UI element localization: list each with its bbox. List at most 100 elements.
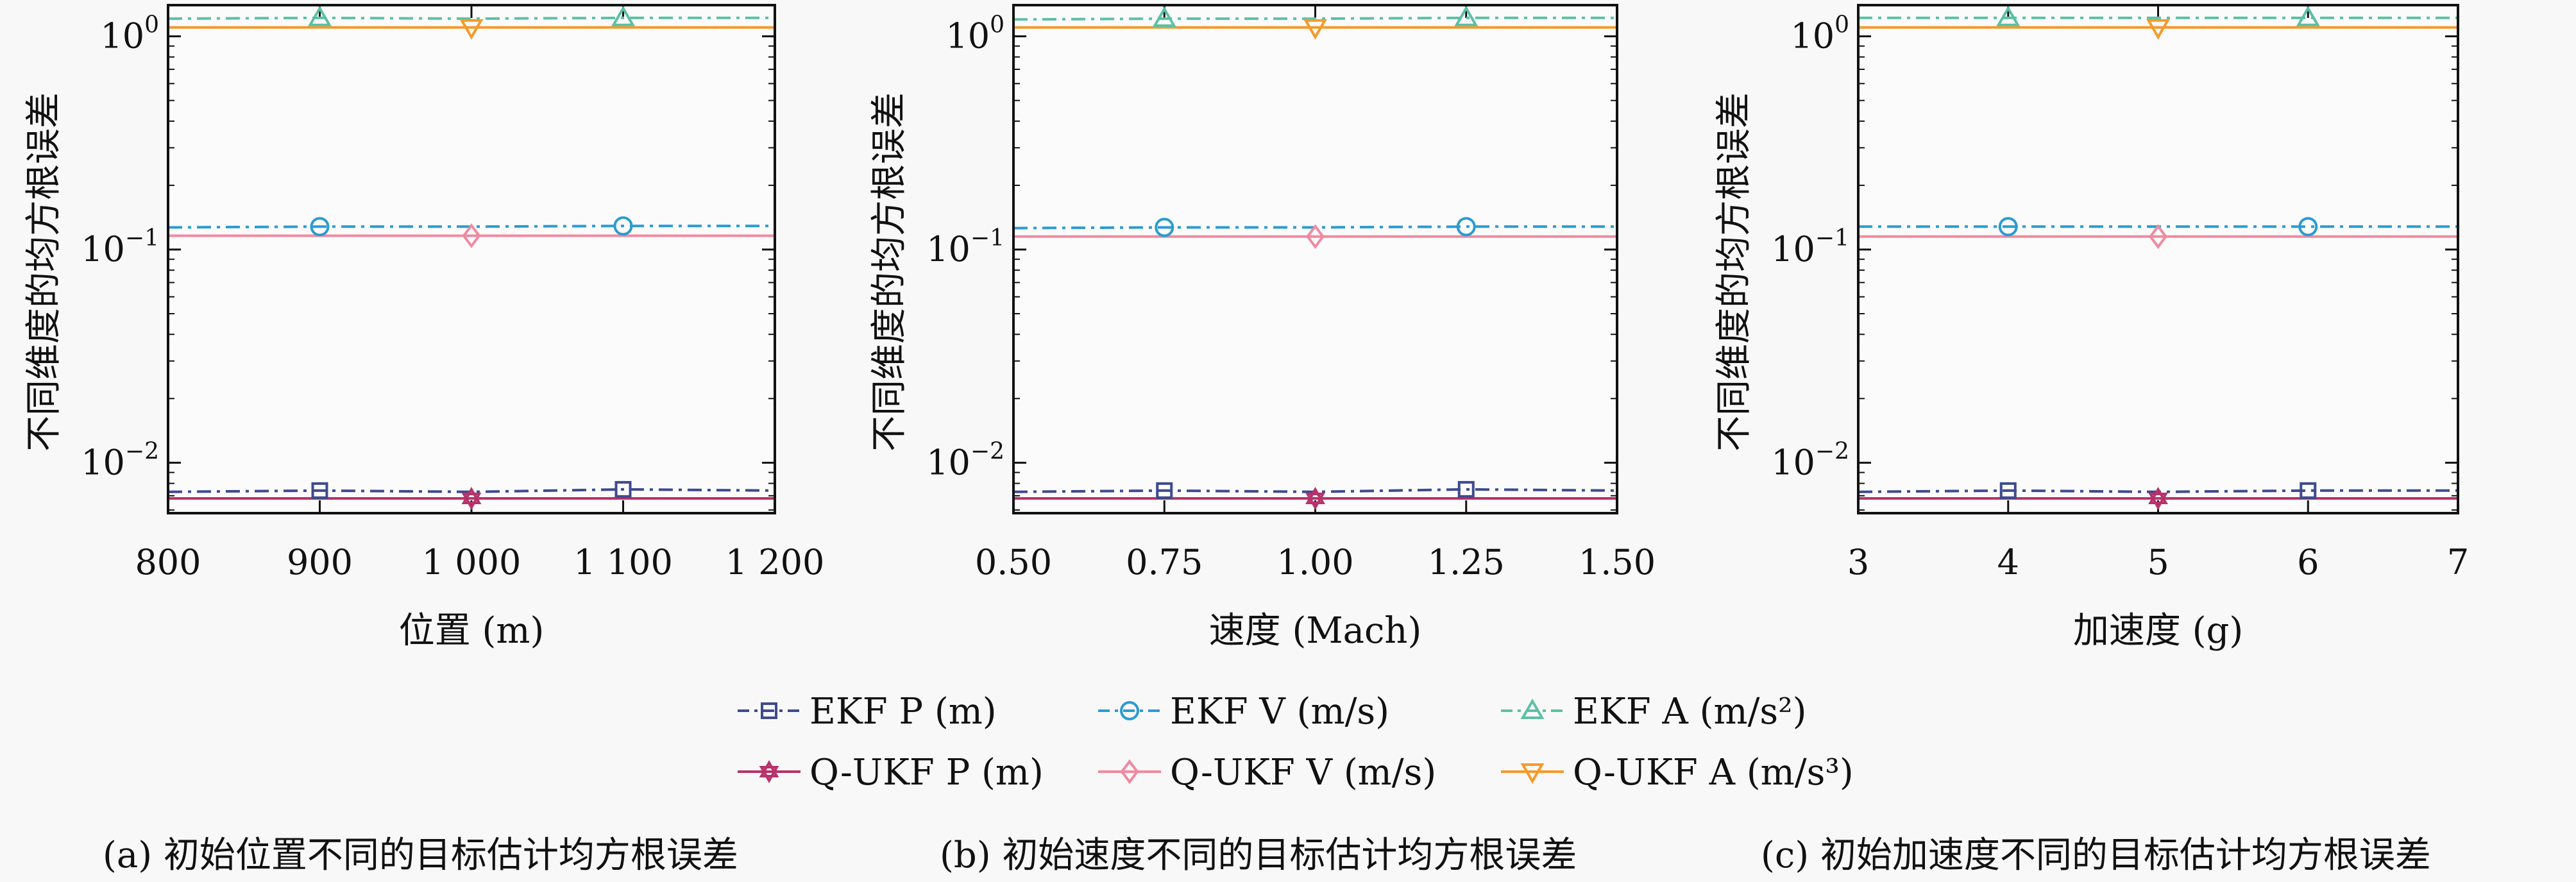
data-point-6 — [1303, 19, 1327, 40]
y-tick-label: 10−1 — [1771, 225, 1849, 269]
legend-label: EKF P (m) — [809, 691, 997, 733]
legend-label: EKF V (m/s) — [1170, 691, 1389, 733]
y-tick-label: 10−2 — [1771, 438, 1849, 482]
legend-label: Q-UKF V (m/s) — [1170, 752, 1436, 793]
x-tick-label: 4 — [1997, 542, 2019, 582]
data-point-3 — [611, 5, 635, 26]
data-point-6 — [459, 19, 484, 40]
x-tick-label: 800 — [135, 542, 201, 582]
plot-frame — [167, 4, 776, 514]
data-point-5 — [2149, 224, 2167, 250]
data-point-4 — [1305, 493, 1325, 511]
x-tick-label: 1 200 — [725, 542, 825, 582]
x-axis-label: 速度 (Mach) — [1209, 610, 1422, 652]
y-axis-label: 不同维度的均方根误差 — [23, 92, 65, 452]
x-tick-label: 5 — [2147, 542, 2169, 582]
y-tick-base: 10 — [1771, 442, 1815, 482]
y-tick-base: 10 — [926, 229, 970, 269]
y-axis-label: 不同维度的均方根误差 — [869, 92, 910, 452]
data-point-5 — [1306, 224, 1325, 250]
data-point-3 — [1996, 5, 2021, 26]
y-tick-exponent: 0 — [144, 12, 159, 38]
square-icon — [761, 702, 777, 719]
y-axis-label: 不同维度的均方根误差 — [1713, 92, 1755, 452]
data-point-1 — [2300, 482, 2317, 499]
data-point-2 — [613, 216, 633, 236]
y-tick-exponent: −2 — [1815, 438, 1849, 464]
y-tick-exponent: −1 — [125, 225, 159, 251]
x-tick-label: 1 000 — [422, 542, 521, 582]
x-tick-label: 1 100 — [573, 542, 673, 582]
x-tick-label: 900 — [287, 542, 353, 582]
plot-area — [168, 5, 775, 513]
caption-3: (c) 初始加速度不同的目标估计均方根误差 — [1761, 835, 2431, 876]
star-icon — [759, 759, 779, 777]
triangle-down-icon — [1520, 763, 1545, 784]
legend-label: Q-UKF P (m) — [809, 752, 1044, 793]
plot-frame — [1012, 4, 1618, 514]
data-point-3 — [2296, 5, 2320, 26]
legend-item-6: Q-UKF A (m/s³) — [1501, 752, 1854, 793]
x-axis-label: 加速度 (g) — [2073, 610, 2243, 652]
x-tick-label: 1.25 — [1428, 542, 1505, 582]
series-line-3 — [1013, 16, 1617, 21]
data-point-1 — [311, 482, 328, 499]
legend-item-5: Q-UKF V (m/s) — [1098, 752, 1436, 793]
legend-label: EKF A (m/s²) — [1573, 691, 1806, 733]
data-point-4 — [2148, 493, 2168, 511]
y-tick-exponent: 0 — [990, 12, 1004, 38]
x-tick-label: 1.50 — [1579, 542, 1656, 582]
triangle-up-icon — [1520, 698, 1545, 719]
y-tick-base: 10 — [81, 229, 125, 269]
y-tick-base: 10 — [1790, 16, 1835, 56]
x-axis-label: 位置 (m) — [399, 610, 545, 652]
plot-area — [1858, 5, 2458, 513]
x-tick-label: 1.00 — [1276, 542, 1353, 582]
x-tick-label: 7 — [2447, 542, 2469, 582]
legend-item-1: EKF P (m) — [738, 691, 997, 733]
data-point-5 — [462, 223, 481, 248]
caption-1: (a) 初始位置不同的目标估计均方根误差 — [103, 835, 738, 876]
circle-icon — [1120, 701, 1139, 720]
x-tick-label: 6 — [2297, 542, 2319, 582]
data-point-6 — [2146, 19, 2170, 40]
y-tick-exponent: −2 — [970, 438, 1004, 464]
data-point-2 — [1456, 217, 1476, 237]
x-tick-label: 3 — [1847, 542, 1869, 582]
legend-item-3: EKF A (m/s²) — [1501, 691, 1806, 733]
y-tick-exponent: −1 — [970, 225, 1004, 251]
data-point-2 — [310, 217, 330, 237]
y-tick-label: 100 — [945, 12, 1004, 56]
data-point-2 — [1155, 217, 1174, 237]
data-point-2 — [1998, 217, 2018, 237]
x-tick-label: 0.75 — [1126, 542, 1203, 582]
diamond-icon — [1120, 759, 1139, 784]
data-point-4 — [461, 487, 482, 505]
data-point-3 — [1152, 6, 1176, 28]
y-tick-exponent: 0 — [1835, 12, 1849, 38]
y-tick-label: 10−1 — [81, 225, 159, 269]
legend-item-2: EKF V (m/s) — [1098, 691, 1389, 733]
data-point-2 — [2298, 217, 2318, 237]
caption-2: (b) 初始速度不同的目标估计均方根误差 — [940, 835, 1577, 876]
y-tick-label: 10−2 — [81, 438, 159, 482]
y-tick-base: 10 — [100, 16, 144, 56]
legend-label: Q-UKF A (m/s³) — [1573, 752, 1854, 793]
data-point-3 — [308, 5, 332, 26]
y-tick-label: 10−1 — [926, 225, 1004, 269]
data-point-1 — [1156, 482, 1173, 499]
data-point-3 — [1454, 5, 1479, 26]
data-point-1 — [1999, 482, 2017, 499]
data-point-4 — [461, 493, 482, 511]
legend: EKF P (m) EKF V (m/s) EKF A (m/s²) Q-UKF P … — [738, 691, 1854, 793]
y-tick-base: 10 — [81, 442, 125, 482]
legend-item-4: Q-UKF P (m) — [738, 752, 1044, 793]
data-point-1 — [614, 480, 632, 498]
data-point-4 — [2148, 487, 2168, 505]
y-tick-label: 100 — [100, 12, 159, 56]
y-tick-base: 10 — [926, 442, 970, 482]
